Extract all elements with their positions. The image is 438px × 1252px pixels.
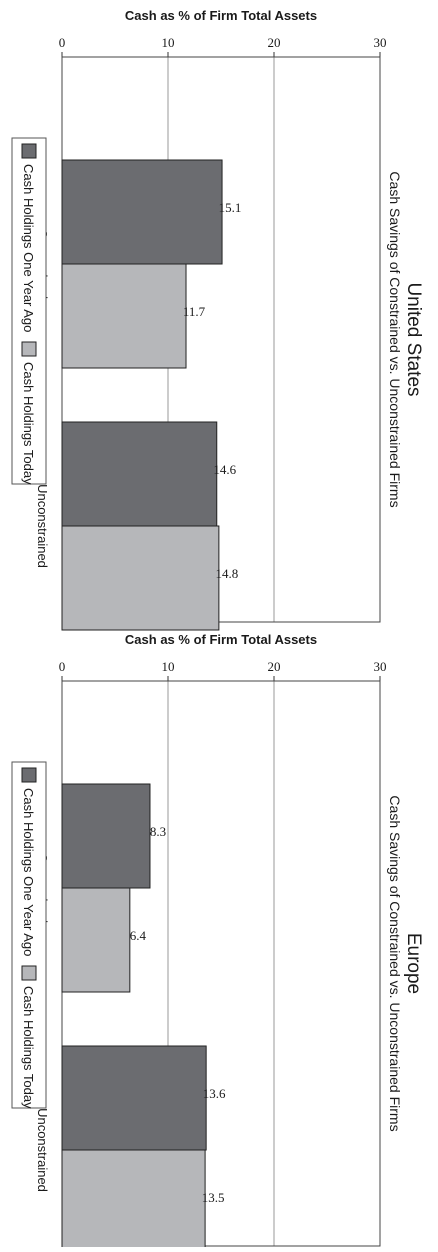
y-tick-label: 30 bbox=[374, 35, 387, 50]
data-label: 13.6 bbox=[203, 1086, 226, 1101]
legend-label: Cash Holdings One Year Ago bbox=[21, 164, 36, 332]
legend-label: Cash Holdings Today bbox=[21, 986, 36, 1109]
bar bbox=[61, 263, 187, 369]
bar bbox=[61, 1149, 206, 1252]
data-label: 14.8 bbox=[216, 566, 239, 581]
y-tick-label: 0 bbox=[59, 35, 66, 50]
bar bbox=[61, 159, 223, 265]
bar bbox=[61, 887, 131, 993]
y-tick-label: 0 bbox=[59, 659, 66, 674]
bar bbox=[61, 1045, 207, 1151]
chart-subtitle: Cash Savings of Constrained vs. Unconstr… bbox=[387, 795, 403, 1131]
legend-swatch bbox=[21, 341, 37, 357]
legend-swatch bbox=[21, 143, 37, 159]
category-label: Unconstrained bbox=[35, 1108, 50, 1192]
y-tick-label: 20 bbox=[268, 35, 281, 50]
category-label: Unconstrained bbox=[35, 484, 50, 568]
y-axis-label: Cash as % of Firm Total Assets bbox=[125, 632, 317, 647]
y-tick-label: 10 bbox=[162, 659, 175, 674]
legend-swatch bbox=[21, 965, 37, 981]
legend-box bbox=[11, 137, 47, 485]
y-axis-label: Cash as % of Firm Total Assets bbox=[125, 8, 317, 23]
chart-title: Europe bbox=[403, 933, 424, 994]
data-label: 8.3 bbox=[150, 824, 166, 839]
legend-label: Cash Holdings One Year Ago bbox=[21, 788, 36, 956]
y-tick-label: 10 bbox=[162, 35, 175, 50]
legend-box bbox=[11, 761, 47, 1109]
legend-label: Cash Holdings Today bbox=[21, 362, 36, 485]
legend: Cash Holdings One Year Ago Cash Holdings … bbox=[11, 761, 47, 1109]
y-tick-label: 30 bbox=[374, 659, 387, 674]
chart-title: United States bbox=[403, 282, 424, 396]
data-label: 15.1 bbox=[219, 200, 242, 215]
data-label: 11.7 bbox=[183, 304, 206, 319]
legend-swatch bbox=[21, 767, 37, 783]
bar bbox=[61, 421, 218, 527]
data-label: 13.5 bbox=[202, 1190, 225, 1205]
y-tick-label: 20 bbox=[268, 659, 281, 674]
chart-subtitle: Cash Savings of Constrained vs. Unconstr… bbox=[387, 171, 403, 507]
data-label: 6.4 bbox=[130, 928, 147, 943]
bar bbox=[61, 525, 220, 631]
data-label: 14.6 bbox=[213, 462, 236, 477]
bar bbox=[61, 783, 151, 889]
legend: Cash Holdings One Year Ago Cash Holdings … bbox=[11, 137, 47, 485]
